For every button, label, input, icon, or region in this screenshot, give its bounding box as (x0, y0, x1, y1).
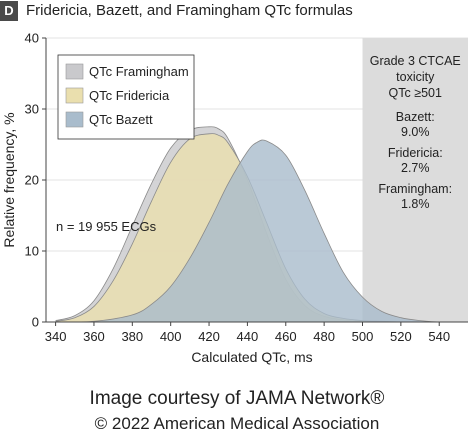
y-tick-label-20: 20 (25, 173, 39, 188)
toxicity-title-line-1: Grade 3 CTCAE (370, 54, 461, 68)
x-tick-label-400: 400 (160, 329, 182, 344)
legend-swatch-1 (65, 63, 84, 80)
credit-line-2: © 2022 American Medical Association (94, 414, 380, 433)
x-tick-label-380: 380 (121, 329, 143, 344)
panel-title: Fridericia, Bazett, and Framingham QTc f… (26, 2, 353, 19)
x-tick-label-480: 480 (313, 329, 335, 344)
panel-letter: D (0, 1, 18, 21)
x-tick-label-420: 420 (198, 329, 220, 344)
x-tick-label-340: 340 (45, 329, 67, 344)
legend-label-3: QTc Bazett (89, 112, 153, 127)
qtc-distribution-chart: 0 10 20 30 40 340 360 380 400 420 440 460 480 500 520 5… (1, 31, 468, 365)
toxicity-title-line-3: QTc ≥501 (389, 86, 442, 100)
toxicity-item-label-1: Bazett: (396, 110, 435, 124)
toxicity-item-label-3: Framingham: (378, 182, 452, 196)
toxicity-item-label-2: Fridericia: (388, 146, 443, 160)
legend-label-2: QTc Fridericia (89, 88, 170, 103)
x-axis-label: Calculated QTc, ms (191, 349, 312, 365)
x-tick-label-360: 360 (83, 329, 105, 344)
toxicity-band (362, 38, 468, 322)
series-area-qtc-bazett (55, 139, 440, 323)
x-tick-label-440: 440 (237, 329, 259, 344)
credit-line-1: Image courtesy of JAMA Network® (89, 388, 385, 409)
y-tick-label-0: 0 (32, 315, 39, 330)
legend-swatch-2 (65, 87, 84, 104)
toxicity-item-value-2: 2.7% (401, 161, 430, 175)
toxicity-item-value-1: 9.0% (401, 125, 430, 139)
legend-label-1: QTc Framingham (89, 64, 189, 79)
toxicity-item-value-3: 1.8% (401, 197, 430, 211)
panel-header: D Fridericia, Bazett, and Framingham QTc… (0, 0, 474, 26)
legend-swatch-3 (65, 111, 84, 128)
x-tick-label-540: 540 (428, 329, 450, 344)
series-outline-qtc-bazett (55, 139, 440, 323)
y-tick-label-40: 40 (25, 31, 39, 46)
y-tick-label-10: 10 (25, 244, 39, 259)
x-tick-label-520: 520 (390, 329, 412, 344)
toxicity-title-line-2: toxicity (396, 70, 435, 84)
x-tick-label-460: 460 (275, 329, 297, 344)
x-tick-label-500: 500 (352, 329, 374, 344)
y-axis-label: Relative frequency, % (1, 112, 17, 247)
sample-size-label: n = 19 955 ECGs (56, 219, 157, 234)
y-tick-label-30: 30 (25, 102, 39, 117)
